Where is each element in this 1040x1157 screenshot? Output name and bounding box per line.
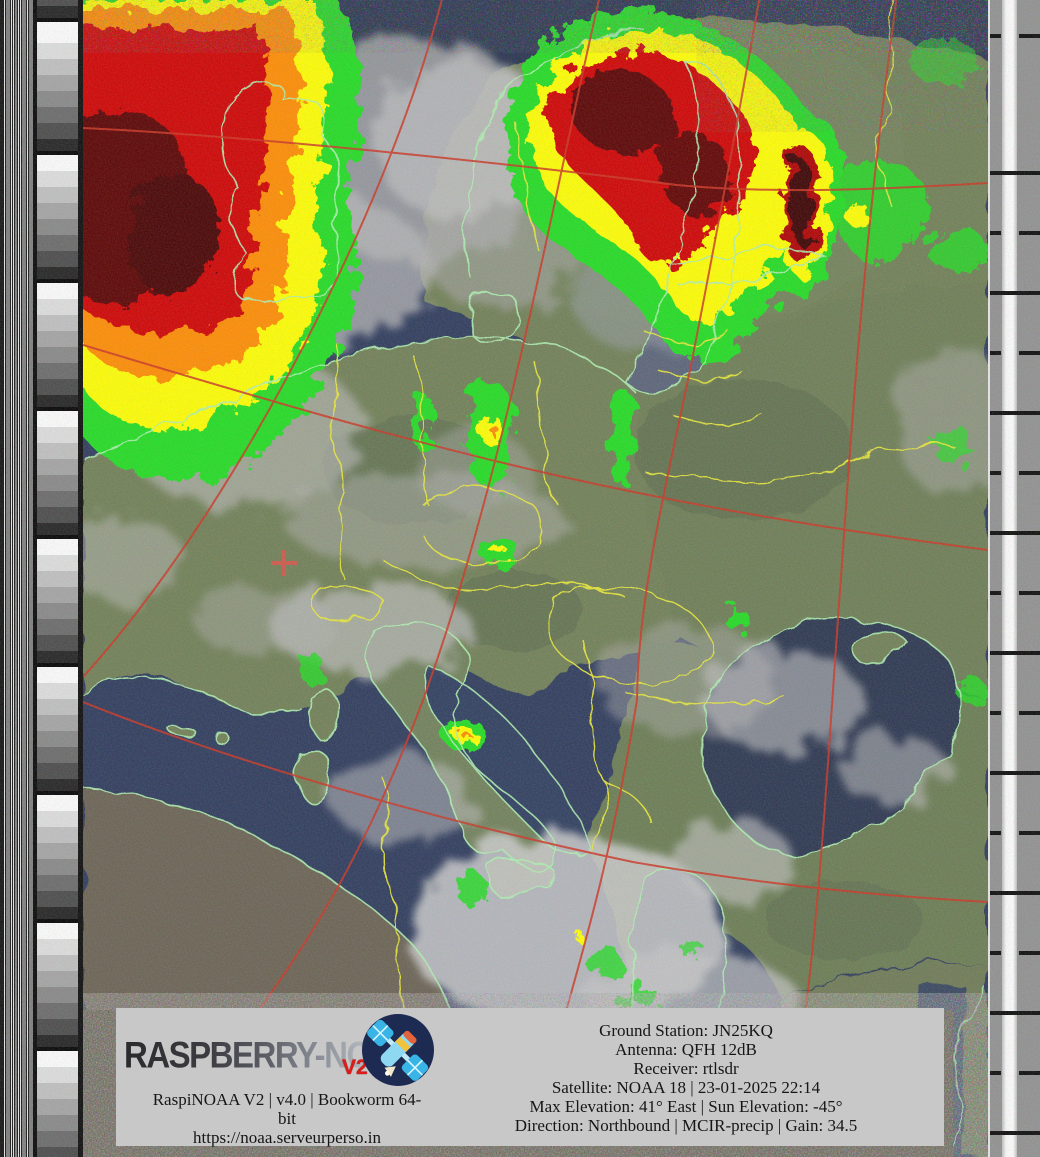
- satellite-map: [83, 0, 988, 1157]
- satellite-pass-line: Satellite: NOAA 18 | 23-01-2025 22:14: [551, 1078, 821, 1097]
- right-telemetry-bar: [988, 0, 1040, 1157]
- minute-markers-left: [990, 0, 1001, 1157]
- raspberry-noaa-logo: RASPBERRY-NOAA V2: [120, 1010, 454, 1088]
- receiver-line: Receiver: rtlsdr: [633, 1059, 739, 1078]
- capture-info-footer: RASPBERRY-NOAA V2: [116, 1008, 944, 1147]
- minute-markers-right: [1019, 0, 1040, 1157]
- station-url: https://noaa.serveurperso.in: [193, 1128, 381, 1147]
- antenna-line: Antenna: QFH 12dB: [615, 1040, 757, 1059]
- sync-stripe-pattern: [4, 0, 33, 1157]
- system-version-line: RaspiNOAA V2 | v4.0 | Bookworm 64-bit: [152, 1090, 422, 1128]
- ground-station-line: Ground Station: JN25KQ: [599, 1021, 773, 1040]
- footer-info-column: Ground Station: JN25KQ Antenna: QFH 12dB…: [476, 1021, 896, 1135]
- left-telemetry-bar: [0, 0, 83, 1157]
- footer-left-column: RASPBERRY-NOAA V2: [120, 1010, 454, 1147]
- satellite-icon: [362, 1014, 434, 1086]
- direction-enhancement-line: Direction: Northbound | MCIR-precip | Ga…: [514, 1116, 858, 1135]
- elevation-line: Max Elevation: 41° East | Sun Elevation:…: [529, 1097, 843, 1116]
- calibration-wedges: [37, 0, 78, 1157]
